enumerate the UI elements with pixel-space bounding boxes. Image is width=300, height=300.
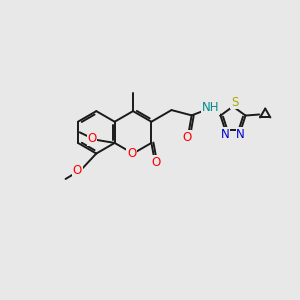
Text: NH: NH <box>202 101 220 115</box>
Text: N: N <box>221 128 230 141</box>
Text: O: O <box>73 164 82 177</box>
Text: S: S <box>231 96 238 109</box>
Text: O: O <box>127 147 136 160</box>
Text: O: O <box>87 132 97 146</box>
Text: O: O <box>151 156 160 169</box>
Text: N: N <box>236 128 245 141</box>
Text: O: O <box>182 131 192 144</box>
